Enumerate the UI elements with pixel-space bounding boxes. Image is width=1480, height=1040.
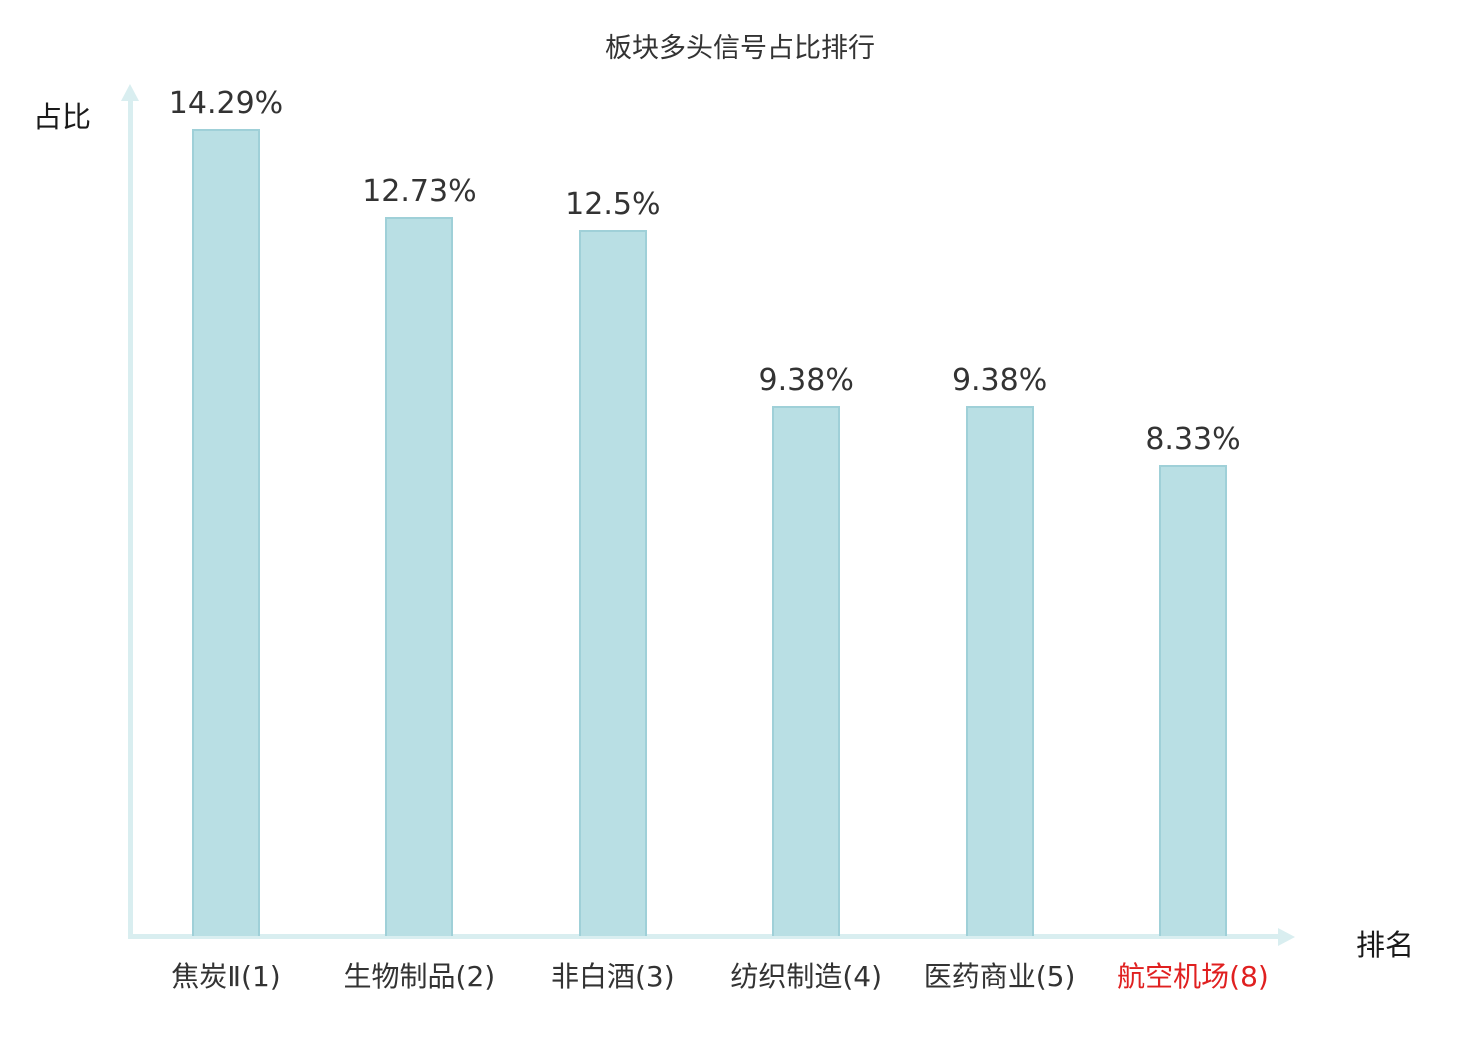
y-axis-line — [128, 98, 133, 938]
x-axis-line — [128, 934, 1280, 939]
bar — [1159, 465, 1227, 936]
category-label: 纺织制造(4) — [730, 960, 883, 993]
x-axis-arrow-icon — [1278, 928, 1295, 946]
plot-area: 14.29% 12.73% 12.5% 9.38% 9.38% 8.33% — [168, 86, 1241, 936]
chart-title: 板块多头信号占比排行 — [605, 33, 875, 64]
category-label: 非白酒(3) — [550, 960, 675, 993]
category-axis: 焦炭Ⅱ(1) 生物制品(2) 非白酒(3) 纺织制造(4) 医药商业(5) 航空机场(8) — [0, 955, 1480, 1005]
bar-value-label: 14.29% — [168, 86, 284, 121]
bar — [385, 217, 454, 936]
category-label: 焦炭Ⅱ(1) — [171, 960, 281, 993]
y-axis-label: 占比 — [33, 100, 92, 134]
category-label: 医药商业(5) — [923, 960, 1076, 993]
bar-value-label: 8.33% — [1145, 422, 1241, 457]
bar-value-label: 12.73% — [362, 174, 477, 209]
category-label: 航空机场(8) — [1117, 960, 1269, 993]
bar-value-label: 12.5% — [565, 187, 661, 222]
category-label: 生物制品(2) — [343, 960, 496, 993]
bar-value-label: 9.38% — [951, 363, 1048, 398]
x-axis-label: 排名 — [1356, 928, 1415, 962]
bar — [772, 406, 841, 936]
bar — [192, 129, 260, 936]
y-axis-arrow-icon — [121, 84, 139, 101]
bar — [965, 406, 1034, 936]
bar-value-label: 9.38% — [758, 363, 854, 398]
bar — [578, 230, 647, 936]
